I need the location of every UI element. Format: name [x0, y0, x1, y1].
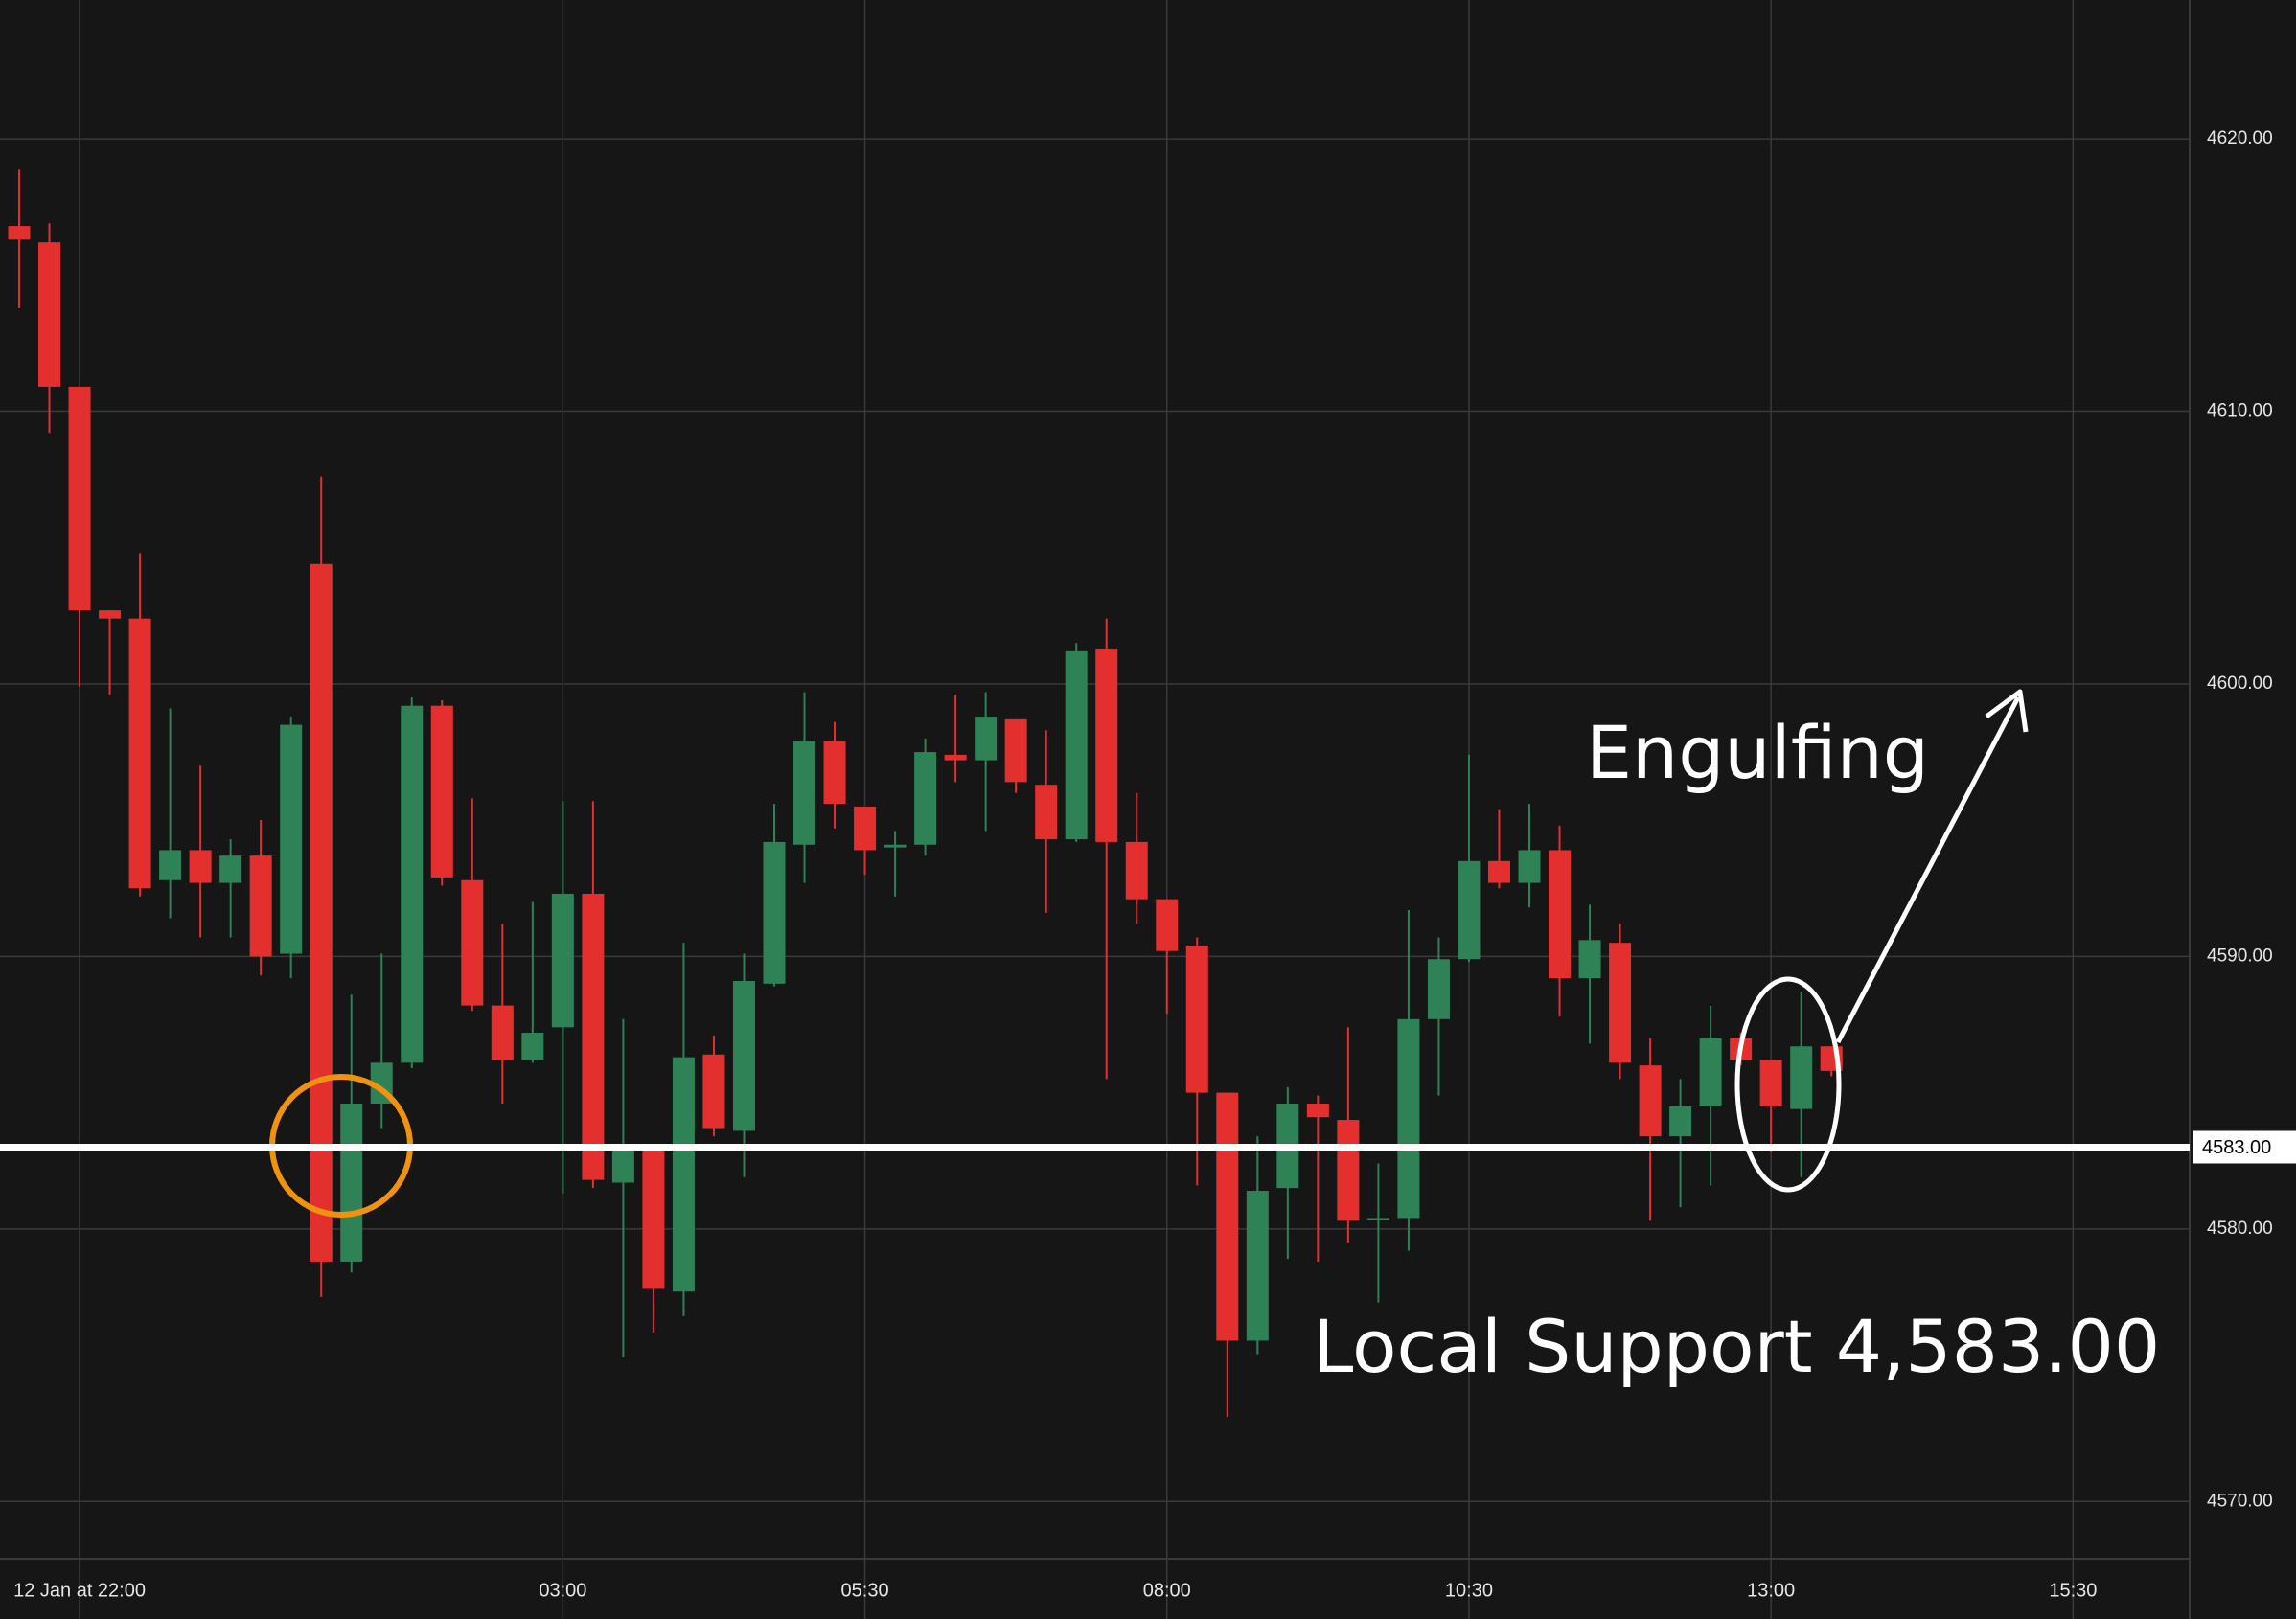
candle-body — [1126, 842, 1148, 900]
candle-body — [219, 855, 241, 882]
support-tag-label: 4583.00 — [2202, 1137, 2271, 1158]
candle-body — [945, 755, 967, 761]
candle-body — [1066, 651, 1088, 839]
candle-body — [129, 619, 151, 889]
candle-body — [1367, 1218, 1389, 1220]
candle-body — [159, 850, 181, 879]
candle-body — [190, 850, 212, 882]
candle-body — [1519, 850, 1541, 882]
candle-body — [401, 706, 423, 1063]
candle-body — [854, 807, 876, 851]
y-tick-label: 4610.00 — [2207, 401, 2273, 422]
candle-body — [673, 1058, 695, 1292]
candle-body — [975, 717, 997, 761]
candle-body — [310, 564, 333, 1262]
y-tick-label: 4570.00 — [2207, 1491, 2273, 1511]
candle-body — [1579, 940, 1601, 978]
x-tick-label: 15:30 — [2049, 1580, 2097, 1601]
candle-body — [9, 226, 31, 239]
candle-body — [461, 880, 483, 1006]
candle-body — [1549, 850, 1571, 978]
x-tick-label: 08:00 — [1143, 1580, 1191, 1601]
candle-body — [1216, 1093, 1238, 1341]
candle-body — [280, 725, 302, 954]
candle-body — [521, 1033, 543, 1060]
candle-body — [642, 1145, 664, 1289]
annotation: Engulfing — [1586, 710, 1929, 795]
candle-body — [914, 752, 936, 845]
y-tick-label: 4580.00 — [2207, 1219, 2273, 1239]
candle-body — [69, 387, 91, 610]
candle-body — [764, 842, 786, 984]
candle-body — [1095, 649, 1117, 842]
candle-body — [1669, 1106, 1691, 1136]
candle-body — [793, 741, 815, 845]
candle-body — [582, 894, 604, 1180]
y-tick-label: 4590.00 — [2207, 946, 2273, 966]
candle-body — [1609, 943, 1631, 1062]
candle-body — [733, 981, 755, 1130]
candle-body — [1186, 946, 1208, 1093]
candle-body — [492, 1006, 514, 1060]
candle-body — [1640, 1065, 1662, 1136]
candle-body — [340, 1104, 362, 1262]
x-tick-label: 12 Jan at 22:00 — [13, 1580, 146, 1601]
candle-body — [1035, 785, 1057, 839]
candle-body — [702, 1055, 724, 1129]
x-tick-label: 10:30 — [1445, 1580, 1493, 1601]
x-tick-label: 03:00 — [539, 1580, 586, 1601]
candle-body — [431, 706, 453, 878]
candle-body — [1005, 719, 1027, 782]
x-tick-label: 13:00 — [1747, 1580, 1795, 1601]
candle-body — [824, 741, 846, 804]
candle-body — [38, 242, 60, 387]
y-tick-label: 4600.00 — [2207, 673, 2273, 694]
candle-body — [250, 855, 272, 956]
candle-body — [884, 845, 907, 848]
candle-body — [1428, 959, 1450, 1019]
candle-body — [552, 894, 574, 1027]
annotation: Local Support 4,583.00 — [1313, 1304, 2160, 1389]
candle-body — [1760, 1060, 1782, 1106]
candle-body — [1700, 1038, 1722, 1106]
candle-body — [99, 610, 121, 619]
y-tick-label: 4620.00 — [2207, 128, 2273, 148]
candle-body — [1397, 1019, 1419, 1219]
candle-body — [1247, 1191, 1269, 1340]
candle-body — [1458, 861, 1480, 959]
x-tick-label: 05:30 — [841, 1580, 889, 1601]
candle-body — [1790, 1046, 1812, 1108]
candle-body — [1156, 900, 1178, 951]
candle-body — [1307, 1104, 1329, 1117]
candle-body — [1488, 861, 1510, 883]
candle-body — [1337, 1120, 1359, 1220]
